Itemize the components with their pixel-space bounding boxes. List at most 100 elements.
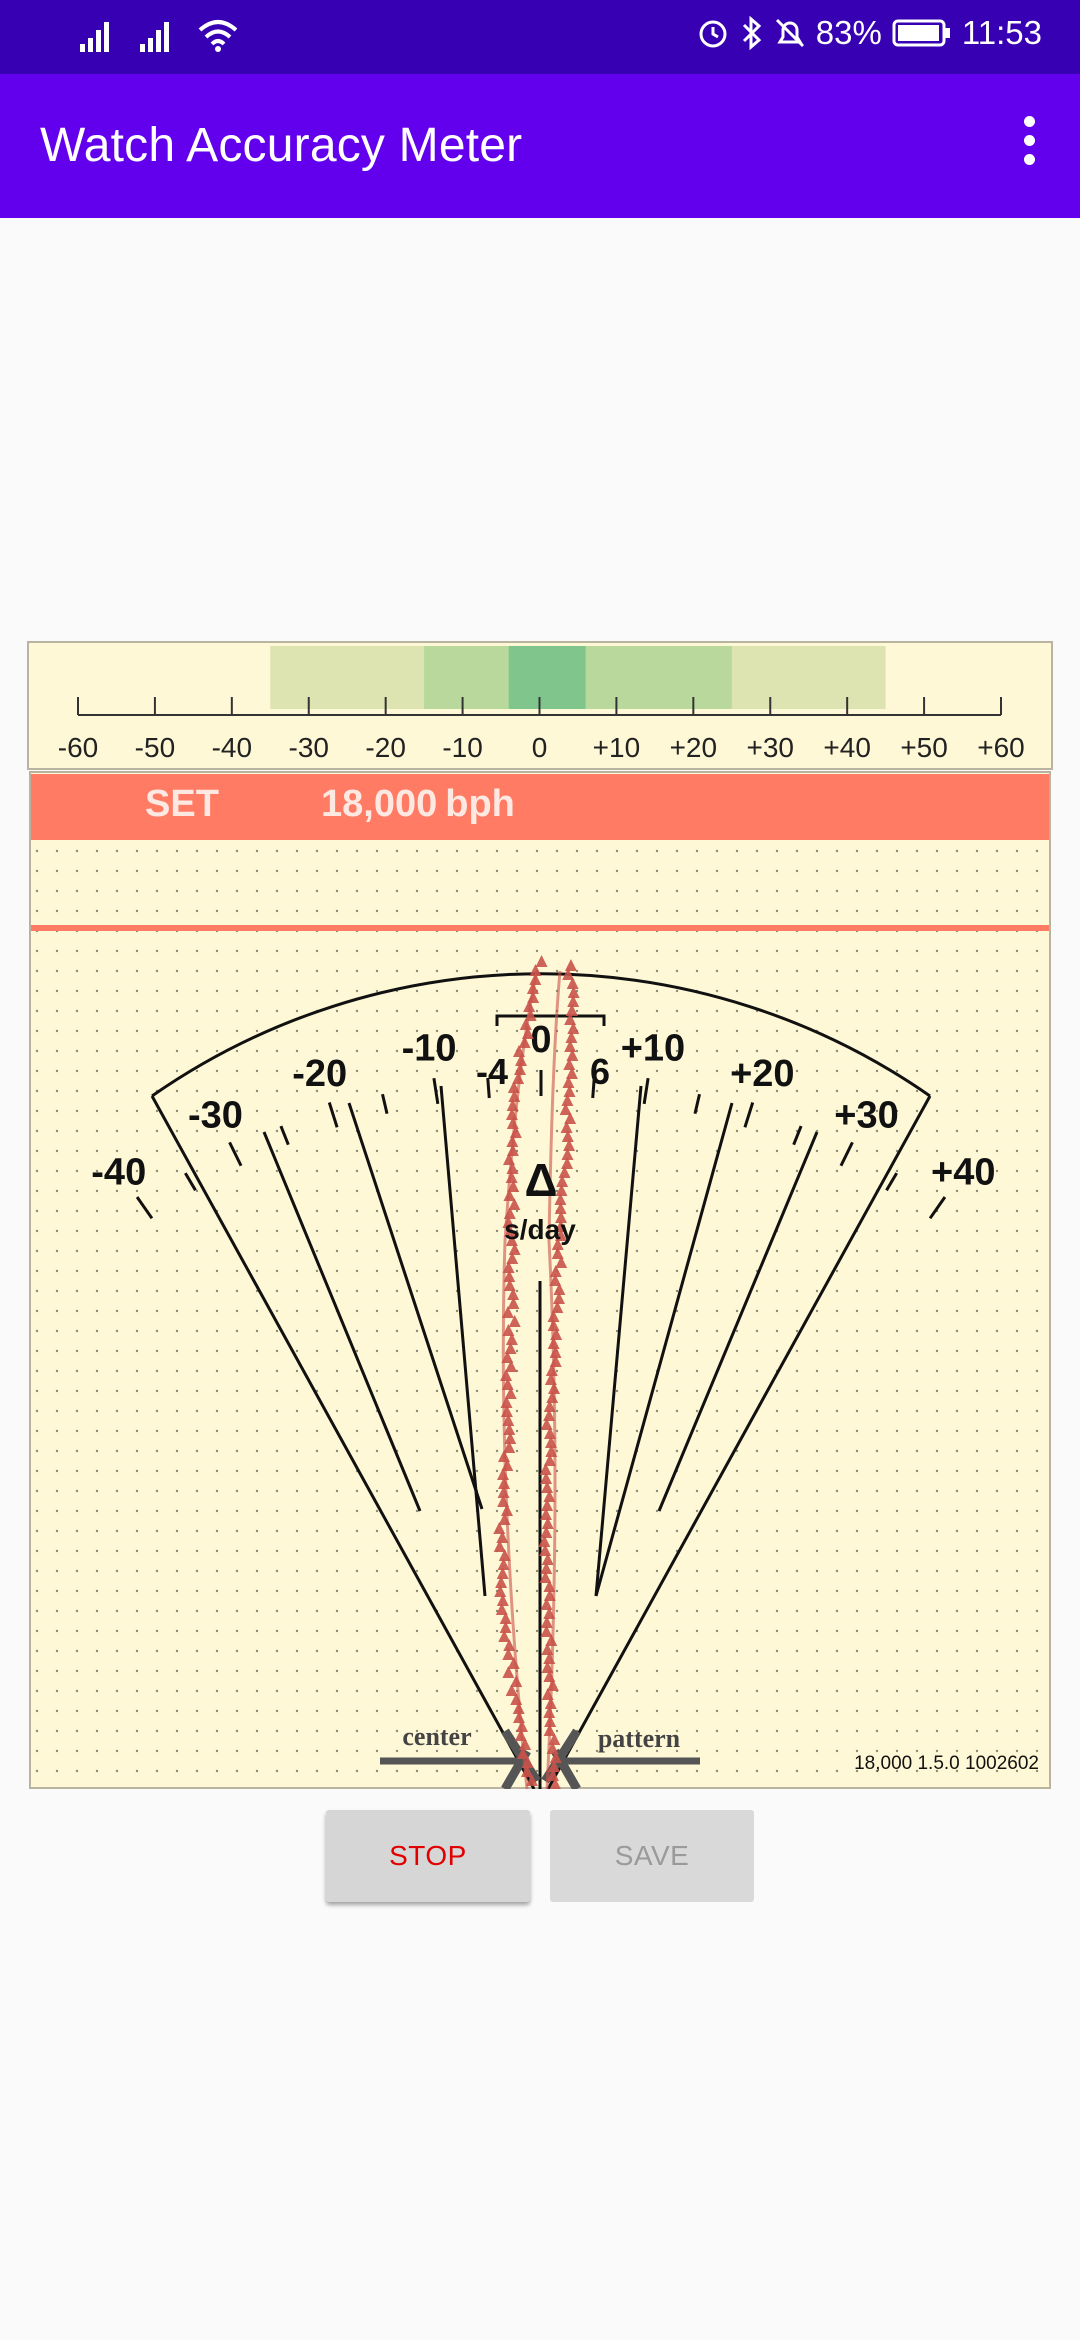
trace-mark — [495, 1576, 508, 1588]
dial-label: -20 — [292, 1053, 347, 1095]
clock: 11:53 — [961, 14, 1042, 51]
dial-label: -10 — [402, 1028, 457, 1070]
center-label: center — [402, 1722, 471, 1751]
dial-tick — [228, 1141, 243, 1167]
trace-mark — [549, 1751, 562, 1763]
dial-tick — [792, 1125, 803, 1146]
status-left-icons — [78, 18, 238, 52]
trace-mark — [567, 995, 580, 1007]
trace-mark — [543, 1580, 556, 1592]
unit-label: s/day — [504, 1214, 576, 1245]
trace-mark — [506, 1252, 519, 1264]
trace-mark — [525, 1774, 538, 1786]
trace-mark — [529, 964, 542, 976]
top-scale-labels: -60 -50 -40 -30 -20 -10 0 +10 +20 +30 +40 +50 +60 — [58, 732, 1025, 763]
trace-mark — [496, 1594, 509, 1606]
trace-mark — [555, 1184, 568, 1196]
trace-mark — [541, 1517, 554, 1529]
notifications-off-icon — [775, 18, 804, 48]
dial-label: +10 — [621, 1028, 685, 1070]
trace-mark — [561, 1157, 574, 1169]
trace-mark — [493, 1522, 506, 1534]
stop-button[interactable]: STOP — [326, 1810, 530, 1902]
dial-tick — [184, 1172, 197, 1192]
trace-mark — [512, 1072, 525, 1084]
guide-line — [439, 1085, 487, 1597]
trace-mark — [540, 1418, 553, 1430]
delta-symbol: Δ — [524, 1154, 557, 1206]
alarm-icon — [699, 20, 727, 48]
build-info: 18,000 1.5.0 1002602 — [854, 1753, 1039, 1774]
trace-mark — [535, 955, 548, 967]
top-scale-label: +30 — [747, 732, 795, 763]
tolerance-bracket — [495, 1014, 606, 1026]
dial-tick — [591, 1077, 596, 1099]
top-scale-label: -20 — [365, 732, 405, 763]
status-right: 83% 11:53 — [696, 14, 1042, 52]
tolerance-band-2 — [508, 646, 586, 709]
top-scale-label: -50 — [135, 732, 175, 763]
trace-mark — [494, 1585, 507, 1597]
set-label: SET — [145, 783, 219, 825]
tolerance-bands — [270, 646, 886, 709]
trace-mark — [549, 1778, 561, 1789]
trace-mark — [539, 1508, 552, 1520]
trace-mark — [507, 1297, 520, 1309]
dial-tick — [135, 1196, 154, 1220]
trace-mark — [548, 1760, 561, 1772]
trace-mark — [499, 1621, 512, 1633]
trace-mark — [497, 1558, 510, 1570]
guide-line — [262, 1131, 422, 1512]
trace-mark — [540, 1472, 553, 1484]
trace-mark — [554, 1202, 567, 1214]
top-scale-label: -30 — [289, 732, 329, 763]
trace-mark — [554, 1220, 567, 1232]
trace-mark — [559, 1103, 572, 1115]
top-scale-label: -60 — [58, 732, 98, 763]
trace-mark — [505, 1684, 518, 1696]
trace-mark — [508, 1198, 521, 1210]
top-scale-label: 0 — [532, 732, 548, 763]
save-button[interactable]: SAVE — [550, 1810, 754, 1902]
trace-mark — [566, 977, 579, 989]
dial-tick — [279, 1125, 290, 1146]
trace-mark — [543, 1427, 556, 1439]
pattern-label: pattern — [598, 1724, 681, 1753]
trace-mark — [503, 1639, 516, 1651]
trace-mark — [564, 1013, 577, 1025]
trace-mark — [548, 1733, 561, 1745]
trace-mark — [504, 1342, 517, 1354]
trace-mark — [565, 1031, 578, 1043]
trace-mark — [493, 1540, 506, 1552]
dial-arc — [151, 972, 931, 1098]
trace-mark — [539, 1463, 552, 1475]
dial-tick — [743, 1102, 755, 1128]
guide-line — [347, 1102, 484, 1510]
trace-mark — [567, 1022, 580, 1034]
trace-mark — [541, 1499, 554, 1511]
trace-mark — [562, 968, 575, 980]
set-rate-unit: bph — [445, 783, 515, 825]
trace-mark — [508, 1315, 521, 1327]
trace-mark — [565, 1004, 578, 1016]
overflow-menu-icon[interactable] — [1012, 116, 1046, 176]
trace-mark — [499, 1612, 512, 1624]
trace-mark — [505, 1234, 518, 1246]
dial-label: 0 — [530, 1019, 551, 1061]
bluetooth-icon — [742, 16, 761, 50]
top-scale-label: +60 — [977, 732, 1025, 763]
trace-line — [545, 970, 562, 1789]
trace-mark — [540, 1616, 553, 1628]
trace-mark — [520, 1765, 533, 1777]
dial-labels: -40 -30 -20 -10 0 +10 +20 +30 +40 — [91, 1019, 995, 1194]
trace-mark — [566, 1049, 579, 1061]
trace-mark — [539, 1571, 552, 1583]
signal-icon — [140, 22, 169, 52]
wifi-icon — [198, 20, 238, 52]
tolerance-low-label: -4 — [476, 1051, 508, 1092]
trace-mark — [561, 1094, 574, 1106]
trace-mark — [495, 1603, 508, 1615]
top-scale-label: +10 — [593, 732, 641, 763]
trace-mark — [564, 1112, 577, 1124]
trace-mark — [554, 1193, 567, 1205]
